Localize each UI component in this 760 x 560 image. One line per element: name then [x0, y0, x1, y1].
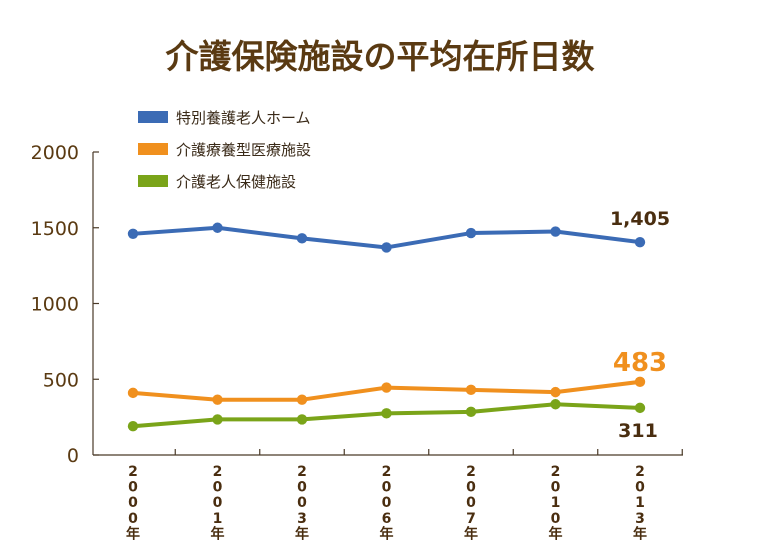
y-tick-label: 0	[67, 445, 79, 467]
legend-label: 介護老人保健施設	[176, 173, 296, 191]
data-point	[550, 386, 561, 398]
data-point	[381, 242, 392, 253]
y-tick-label: 2000	[31, 142, 79, 164]
end-value-label: 1,405	[610, 208, 670, 230]
y-tick-label: 1000	[31, 294, 79, 316]
end-value-label: 483	[613, 348, 667, 378]
legend-label: 介護療養型医療施設	[176, 141, 311, 159]
data-point	[127, 421, 139, 432]
data-point	[381, 382, 392, 393]
data-point	[465, 227, 477, 239]
chart-title: 介護保険施設の平均在所日数	[166, 37, 596, 76]
data-point	[381, 408, 392, 419]
data-point	[212, 394, 223, 405]
data-point	[127, 387, 139, 399]
data-point	[296, 233, 308, 244]
data-point	[296, 394, 308, 405]
data-point	[465, 384, 477, 396]
data-point	[296, 414, 308, 425]
data-point	[465, 406, 477, 418]
data-point	[550, 226, 561, 237]
legend-swatch	[138, 143, 168, 155]
axes: 0 500 1000 1500 2000 2 0 0 0 年 2 0 0 1 年 2 0 0 3 年 2 0 0 6 年 2 0 0 7…	[31, 142, 683, 542]
data-point	[634, 376, 646, 388]
data-point	[634, 236, 646, 248]
end-labels: 1,405 483 311	[610, 208, 670, 442]
end-value-label: 311	[618, 420, 658, 442]
legend-swatch	[138, 111, 168, 123]
y-tick-label: 1500	[31, 218, 79, 240]
series-layer	[127, 222, 646, 432]
legend-label: 特別養護老人ホーム	[176, 109, 311, 127]
data-point	[127, 228, 139, 240]
legend-swatch	[138, 175, 168, 187]
data-point	[550, 399, 561, 410]
data-point	[634, 402, 646, 414]
data-point	[212, 222, 223, 233]
y-tick-label: 500	[43, 369, 79, 391]
data-point	[212, 414, 223, 425]
